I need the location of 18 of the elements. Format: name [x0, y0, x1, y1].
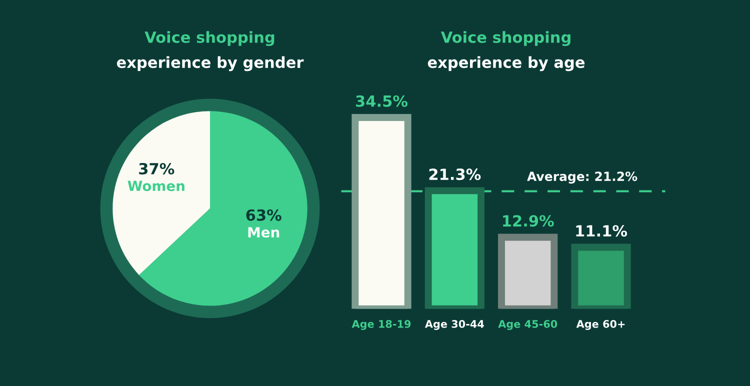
- chart-title: Voice shopping: [144, 31, 274, 46]
- data-label: 63%: [246, 209, 282, 221]
- pie-slice: [112, 111, 210, 276]
- chart-subtitle: experience by age: [428, 56, 585, 72]
- data-label: 34.5%: [356, 95, 408, 107]
- chart-subtitle: experience by gender: [116, 56, 304, 72]
- x-tick-label: Age 45-60: [498, 320, 558, 330]
- x-tick-label: Age 30-44: [424, 320, 484, 330]
- data-label: 37%: [139, 162, 174, 174]
- x-tick-label: Age 60+: [576, 320, 625, 330]
- slice-label: Men: [248, 227, 280, 238]
- slice-label: Women: [128, 180, 184, 192]
- data-label: 21.3%: [429, 168, 481, 180]
- data-label: 12.9%: [503, 215, 554, 227]
- data-label: 11.1%: [576, 225, 628, 237]
- chart-title: Voice shopping: [440, 31, 570, 46]
- x-tick-label: Age 18-19: [352, 320, 411, 330]
- ref-line-label: Average: 21.2%: [527, 172, 638, 184]
